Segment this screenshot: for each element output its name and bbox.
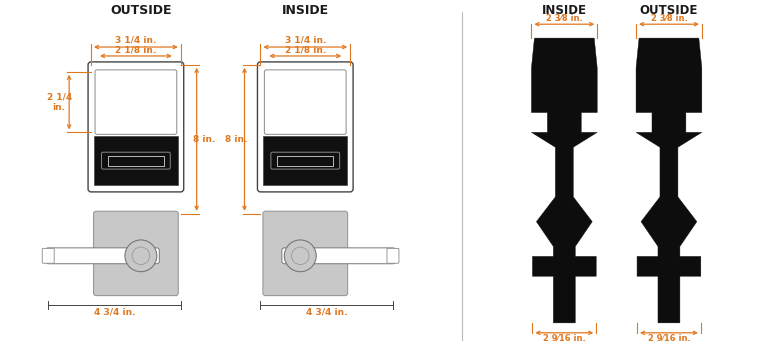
Text: 3 1/4 in.: 3 1/4 in. [284,36,326,45]
FancyBboxPatch shape [271,152,340,169]
FancyBboxPatch shape [282,248,395,264]
Polygon shape [636,38,701,323]
Bar [277,156,333,165]
FancyBboxPatch shape [46,248,160,264]
FancyBboxPatch shape [102,152,170,169]
Circle shape [292,247,309,265]
FancyBboxPatch shape [93,211,179,295]
Circle shape [132,247,150,265]
Text: INSIDE: INSIDE [542,4,587,17]
Text: 3 1/4 in.: 3 1/4 in. [116,36,157,45]
FancyBboxPatch shape [264,70,346,134]
Text: 2 9⁄16 in.: 2 9⁄16 in. [543,334,586,343]
FancyBboxPatch shape [258,62,353,192]
FancyBboxPatch shape [387,248,399,263]
FancyBboxPatch shape [263,211,347,295]
Text: OUTSIDE: OUTSIDE [110,4,172,17]
Text: 2 1/4
in.: 2 1/4 in. [46,92,71,112]
Text: 4 3/4 in.: 4 3/4 in. [93,307,135,317]
Bar [108,156,164,165]
FancyBboxPatch shape [43,248,54,263]
Text: 8 in.: 8 in. [225,135,248,144]
Text: 2 9⁄16 in.: 2 9⁄16 in. [648,334,690,343]
Polygon shape [531,38,597,323]
Bar [264,136,347,185]
Text: OUTSIDE: OUTSIDE [640,4,698,17]
Text: INSIDE: INSIDE [282,4,329,17]
Circle shape [125,240,157,272]
Text: 2 1/8 in.: 2 1/8 in. [285,46,326,55]
Text: 8 in.: 8 in. [194,135,216,144]
Circle shape [284,240,316,272]
FancyBboxPatch shape [88,62,184,192]
Bar [94,136,178,185]
Text: 2 3⁄8 in.: 2 3⁄8 in. [651,14,687,23]
FancyBboxPatch shape [95,70,177,134]
Text: 2 3⁄8 in.: 2 3⁄8 in. [546,14,583,23]
Text: 4 3/4 in.: 4 3/4 in. [306,307,347,317]
Text: 2 1/8 in.: 2 1/8 in. [116,46,157,55]
